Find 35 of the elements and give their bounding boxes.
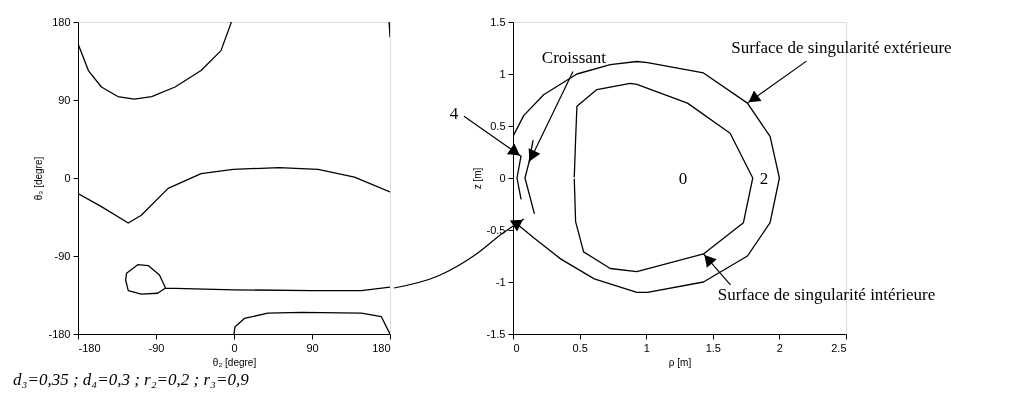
- annotation: 0: [678, 169, 688, 188]
- y-tick-label: -90: [54, 249, 71, 262]
- y-tick-label: -180: [48, 327, 71, 340]
- annotation: Surface de singularité intérieure: [717, 284, 936, 304]
- x-tick-label: 2: [776, 341, 783, 354]
- annotation: Surface de singularité extérieure: [731, 38, 952, 58]
- x-tick-label: 2.5: [831, 341, 847, 354]
- x-axis-title: ρ [m]: [668, 356, 692, 368]
- y-tick-label: 90: [58, 93, 71, 106]
- x-tick-label: 90: [306, 341, 319, 354]
- y-tick-label: 1: [499, 67, 506, 80]
- x-tick-label: 0: [513, 341, 520, 354]
- y-tick-label: -1: [495, 275, 506, 288]
- annotation: Croissant: [541, 48, 607, 68]
- y-tick-label: 0: [499, 171, 506, 184]
- y-tick-label: -1.5: [486, 327, 506, 340]
- text: d₃=0,35 ; d₄=0,3 ; r₂=0,2 ; r₃=0,9: [13, 370, 250, 389]
- x-axis-title: θ₂ [degre]: [212, 356, 257, 368]
- x-tick-label: -90: [148, 341, 165, 354]
- y-tick-label: 1.5: [490, 15, 506, 28]
- x-tick-label: -180: [78, 341, 101, 354]
- x-tick-label: 0.5: [572, 341, 588, 354]
- y-tick-label: -0.5: [486, 223, 506, 236]
- y-tick-label: 0.5: [490, 119, 506, 132]
- x-tick-label: 180: [372, 341, 391, 354]
- annotation: 4: [449, 104, 459, 124]
- y-tick-label: 180: [52, 15, 71, 28]
- line-series: [125, 264, 390, 295]
- y-axis-title: θ₃ [degre]: [33, 156, 45, 201]
- x-tick-label: 1: [643, 341, 650, 354]
- y-tick-label: 0: [64, 171, 71, 184]
- x-tick-label: 1.5: [705, 341, 721, 354]
- y-axis-title: z [m]: [471, 167, 483, 190]
- annotation: 2: [759, 169, 769, 188]
- x-tick-label: 0: [231, 341, 238, 354]
